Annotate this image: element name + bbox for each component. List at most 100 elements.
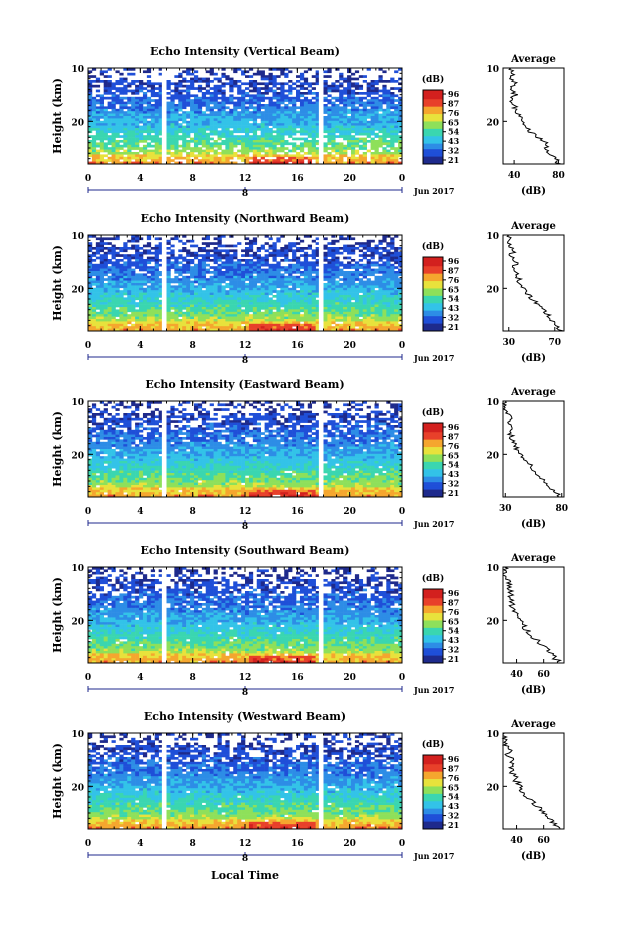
heatmap-cell	[307, 128, 313, 131]
heatmap-cell	[288, 321, 293, 325]
heatmap-cell	[343, 152, 348, 155]
heatmap-cell	[280, 72, 285, 76]
heatmap-cell	[225, 132, 230, 136]
heatmap-cell	[260, 316, 265, 320]
heatmap-cell	[358, 304, 364, 308]
heatmap-cell	[146, 161, 152, 165]
heatmap-cell	[213, 251, 218, 255]
heatmap-cell	[190, 149, 195, 153]
heatmap-cell	[221, 299, 226, 303]
heatmap-cell	[245, 118, 250, 122]
heatmap-cell	[299, 323, 305, 327]
heatmap-cell	[366, 259, 371, 262]
heatmap-cell	[193, 280, 199, 284]
heatmap-cell	[190, 113, 195, 117]
heatmap-cell	[127, 273, 132, 277]
heatmap-cell	[260, 125, 265, 129]
heatmap-cell	[323, 92, 328, 95]
heatmap-cell	[99, 280, 104, 284]
heatmap-cell	[217, 130, 222, 134]
heatmap-cell	[115, 118, 120, 122]
heatmap-cell	[252, 237, 258, 241]
heatmap-cell	[327, 292, 332, 296]
heatmap-cell	[201, 280, 207, 284]
heatmap-cell	[311, 111, 316, 114]
heatmap-cell	[201, 159, 207, 162]
heatmap-cell	[374, 323, 379, 327]
heatmap-cell	[311, 113, 316, 117]
heatmap-cell	[142, 147, 148, 150]
heatmap-cell	[256, 94, 261, 98]
heatmap-cell	[296, 285, 301, 289]
heatmap-cell	[225, 283, 230, 286]
heatmap-cell	[135, 159, 140, 162]
heatmap-cell	[264, 273, 269, 277]
heatmap-cell	[146, 278, 152, 281]
heatmap-cell	[233, 321, 238, 325]
heatmap-cell	[272, 116, 277, 119]
heatmap-cell	[170, 125, 175, 129]
heatmap-cell	[248, 75, 254, 78]
heatmap-cell	[174, 280, 179, 284]
heatmap-cell	[354, 242, 360, 245]
heatmap-cell	[307, 132, 313, 136]
heatmap-cell	[245, 116, 250, 119]
heatmap-cell	[158, 125, 163, 129]
heatmap-cell	[135, 142, 140, 146]
heatmap-cell	[378, 319, 383, 322]
heatmap-cell	[142, 149, 148, 153]
heatmap-cell	[170, 237, 175, 241]
heatmap-cell	[170, 104, 175, 107]
heatmap-cell	[350, 266, 356, 269]
heatmap-cell	[272, 89, 277, 93]
heatmap-cell	[135, 123, 140, 126]
heatmap-cell	[88, 154, 93, 158]
heatmap-cell	[107, 96, 112, 100]
heatmap-cell	[166, 92, 171, 95]
heatmap-cell	[166, 128, 171, 131]
heatmap-cell	[280, 147, 285, 150]
heatmap-cell	[201, 101, 207, 105]
heatmap-cell	[335, 156, 340, 160]
heatmap-cell	[127, 106, 132, 110]
heatmap-cell	[154, 299, 159, 303]
colorbar-tick-label: 65	[448, 117, 459, 127]
heatmap-cell	[394, 111, 399, 114]
heatmap-cell	[268, 82, 273, 86]
heatmap-cell	[142, 159, 148, 162]
heatmap-cell	[256, 161, 261, 165]
heatmap-cell	[303, 280, 309, 284]
heatmap-cell	[323, 125, 328, 129]
heatmap-cell	[339, 108, 344, 112]
heatmap-cell	[378, 280, 383, 284]
heatmap-cell	[201, 321, 207, 325]
heatmap-cell	[197, 152, 203, 155]
heatmap-cell	[166, 159, 171, 162]
heatmap-cell	[284, 82, 289, 86]
heatmap-cell	[154, 285, 159, 289]
heatmap-cell	[378, 101, 383, 105]
heatmap-cell	[362, 273, 367, 277]
heatmap-cell	[201, 316, 207, 320]
heatmap-cell	[95, 247, 101, 250]
heatmap-cell	[209, 242, 214, 245]
heatmap-cell	[197, 80, 203, 83]
heatmap-cell	[292, 128, 297, 131]
heatmap-cell	[331, 247, 336, 250]
heatmap-cell	[307, 92, 313, 95]
heatmap-cell	[256, 304, 261, 308]
heatmap-cell	[135, 156, 140, 160]
heatmap-cell	[142, 135, 148, 138]
heatmap-cell	[268, 101, 273, 105]
heatmap-cell	[229, 266, 234, 269]
heatmap-cell	[347, 87, 352, 90]
heatmap-cell	[390, 280, 395, 284]
heatmap-cell	[276, 261, 281, 265]
heatmap-cell	[386, 302, 391, 305]
heatmap-cell	[217, 290, 222, 293]
heatmap-cell	[139, 132, 144, 136]
heatmap-cell	[182, 144, 187, 148]
heatmap-cell	[201, 283, 207, 286]
heatmap-cell	[95, 123, 101, 126]
heatmap-cell	[323, 254, 328, 257]
